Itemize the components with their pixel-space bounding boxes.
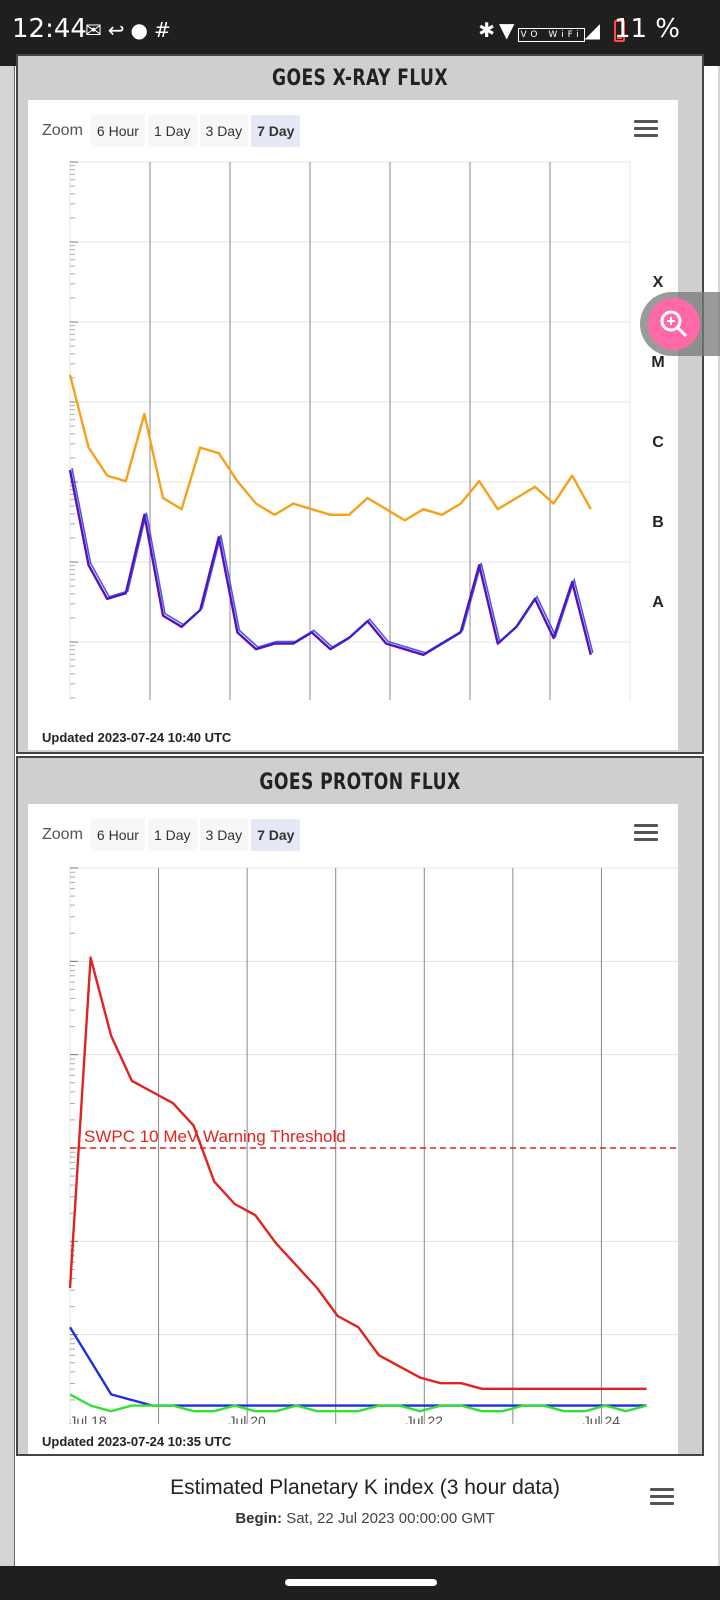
- grid-icon: #: [153, 18, 177, 42]
- series-line-0: [68, 956, 647, 1390]
- vowifi-icon: VO WiFi: [518, 28, 585, 42]
- zoom-label: Zoom: [42, 122, 83, 139]
- battery-low-icon: [614, 20, 625, 42]
- x-tick-label: Jul 24: [583, 1413, 621, 1424]
- updated-timestamp: Updated 2023-07-24 10:35 UTC: [42, 1434, 232, 1449]
- proton-chart-card: Zoom 6 Hour 1 Day 3 Day 7 Day Jul 18 Jul …: [28, 804, 678, 1454]
- circle-icon: ●: [130, 18, 154, 42]
- wifi-icon: ▼: [499, 18, 519, 42]
- home-gesture-bar[interactable]: [285, 1579, 437, 1586]
- zoom-1-day-button[interactable]: 1 Day: [147, 115, 197, 147]
- series-line-0: [68, 374, 592, 522]
- clock: 12:44: [12, 14, 87, 44]
- xray-panel: GOES X-RAY FLUX Zoom 6 Hour 1 Day 3 Day …: [16, 54, 704, 754]
- proton-panel: GOES PROTON FLUX Zoom 6 Hour 1 Day 3 Day…: [16, 756, 704, 1456]
- panel-title: GOES X-RAY FLUX: [271, 66, 448, 91]
- flare-class-label: A: [652, 594, 664, 611]
- panel-title: GOES PROTON FLUX: [259, 770, 461, 795]
- zoom-6-hour-button[interactable]: 6 Hour: [90, 115, 145, 147]
- kindex-begin: Begin: Sat, 22 Jul 2023 00:00:00 GMT: [40, 1510, 690, 1527]
- warning-threshold-label: SWPC 10 MeV Warning Threshold: [84, 1127, 346, 1146]
- zoom-3-day-button[interactable]: 3 Day: [199, 819, 249, 851]
- zoom-controls: Zoom 6 Hour 1 Day 3 Day 7 Day: [42, 818, 303, 852]
- zoom-controls: Zoom 6 Hour 1 Day 3 Day 7 Day: [42, 114, 303, 148]
- chart-menu-icon[interactable]: [650, 1488, 674, 1506]
- series-line-short-b: [71, 467, 594, 654]
- zoom-in-icon: [648, 298, 700, 350]
- notification-icons: ✉↩●#: [85, 18, 177, 42]
- x-tick-label: Jul 20: [228, 1413, 266, 1424]
- chart-menu-icon[interactable]: [634, 824, 658, 842]
- zoom-7-day-button[interactable]: 7 Day: [251, 819, 301, 851]
- flare-class-label: M: [651, 354, 664, 371]
- zoom-3-day-button[interactable]: 3 Day: [199, 115, 249, 147]
- plot-area: [69, 161, 631, 700]
- signal-icon: ◢: [584, 18, 604, 42]
- begin-label: Begin:: [235, 1510, 283, 1527]
- bluetooth-icon: ✱: [478, 18, 500, 42]
- x-tick-label: Jul 18: [69, 1413, 107, 1424]
- missed-call-icon: ↩: [107, 18, 131, 42]
- kindex-card: Estimated Planetary K index (3 hour data…: [40, 1464, 690, 1536]
- proton-plot: Jul 18 Jul 20 Jul 22 Jul 24 SWPC 10 MeV Warn…: [68, 867, 678, 1424]
- battery-percent: 11 %: [613, 14, 680, 44]
- zoom-1-day-button[interactable]: 1 Day: [147, 819, 197, 851]
- kindex-title: Estimated Planetary K index (3 hour data…: [170, 1476, 560, 1499]
- updated-timestamp: Updated 2023-07-24 10:40 UTC: [42, 730, 232, 745]
- gmail-icon: ✉: [85, 18, 108, 42]
- zoom-label: Zoom: [42, 826, 83, 843]
- x-tick-label: Jul 22: [406, 1413, 444, 1424]
- xray-chart-card: Zoom 6 Hour 1 Day 3 Day 7 Day Jul 18Jul …: [28, 100, 678, 750]
- zoom-7-day-button[interactable]: 7 Day: [251, 115, 301, 147]
- begin-value: Sat, 22 Jul 2023 00:00:00 GMT: [286, 1510, 495, 1527]
- nav-bar: [0, 1566, 720, 1600]
- magnifier-button[interactable]: [640, 292, 720, 356]
- flare-class-label: X: [653, 274, 664, 291]
- flare-class-label: B: [652, 514, 664, 531]
- system-icons: ✱▼ VO WiFi ◢: [478, 18, 604, 42]
- zoom-6-hour-button[interactable]: 6 Hour: [90, 819, 145, 851]
- plot-area: [69, 867, 678, 1424]
- chart-menu-icon[interactable]: [634, 120, 658, 138]
- flare-class-label: C: [652, 434, 664, 451]
- series-line-2: [69, 1393, 647, 1413]
